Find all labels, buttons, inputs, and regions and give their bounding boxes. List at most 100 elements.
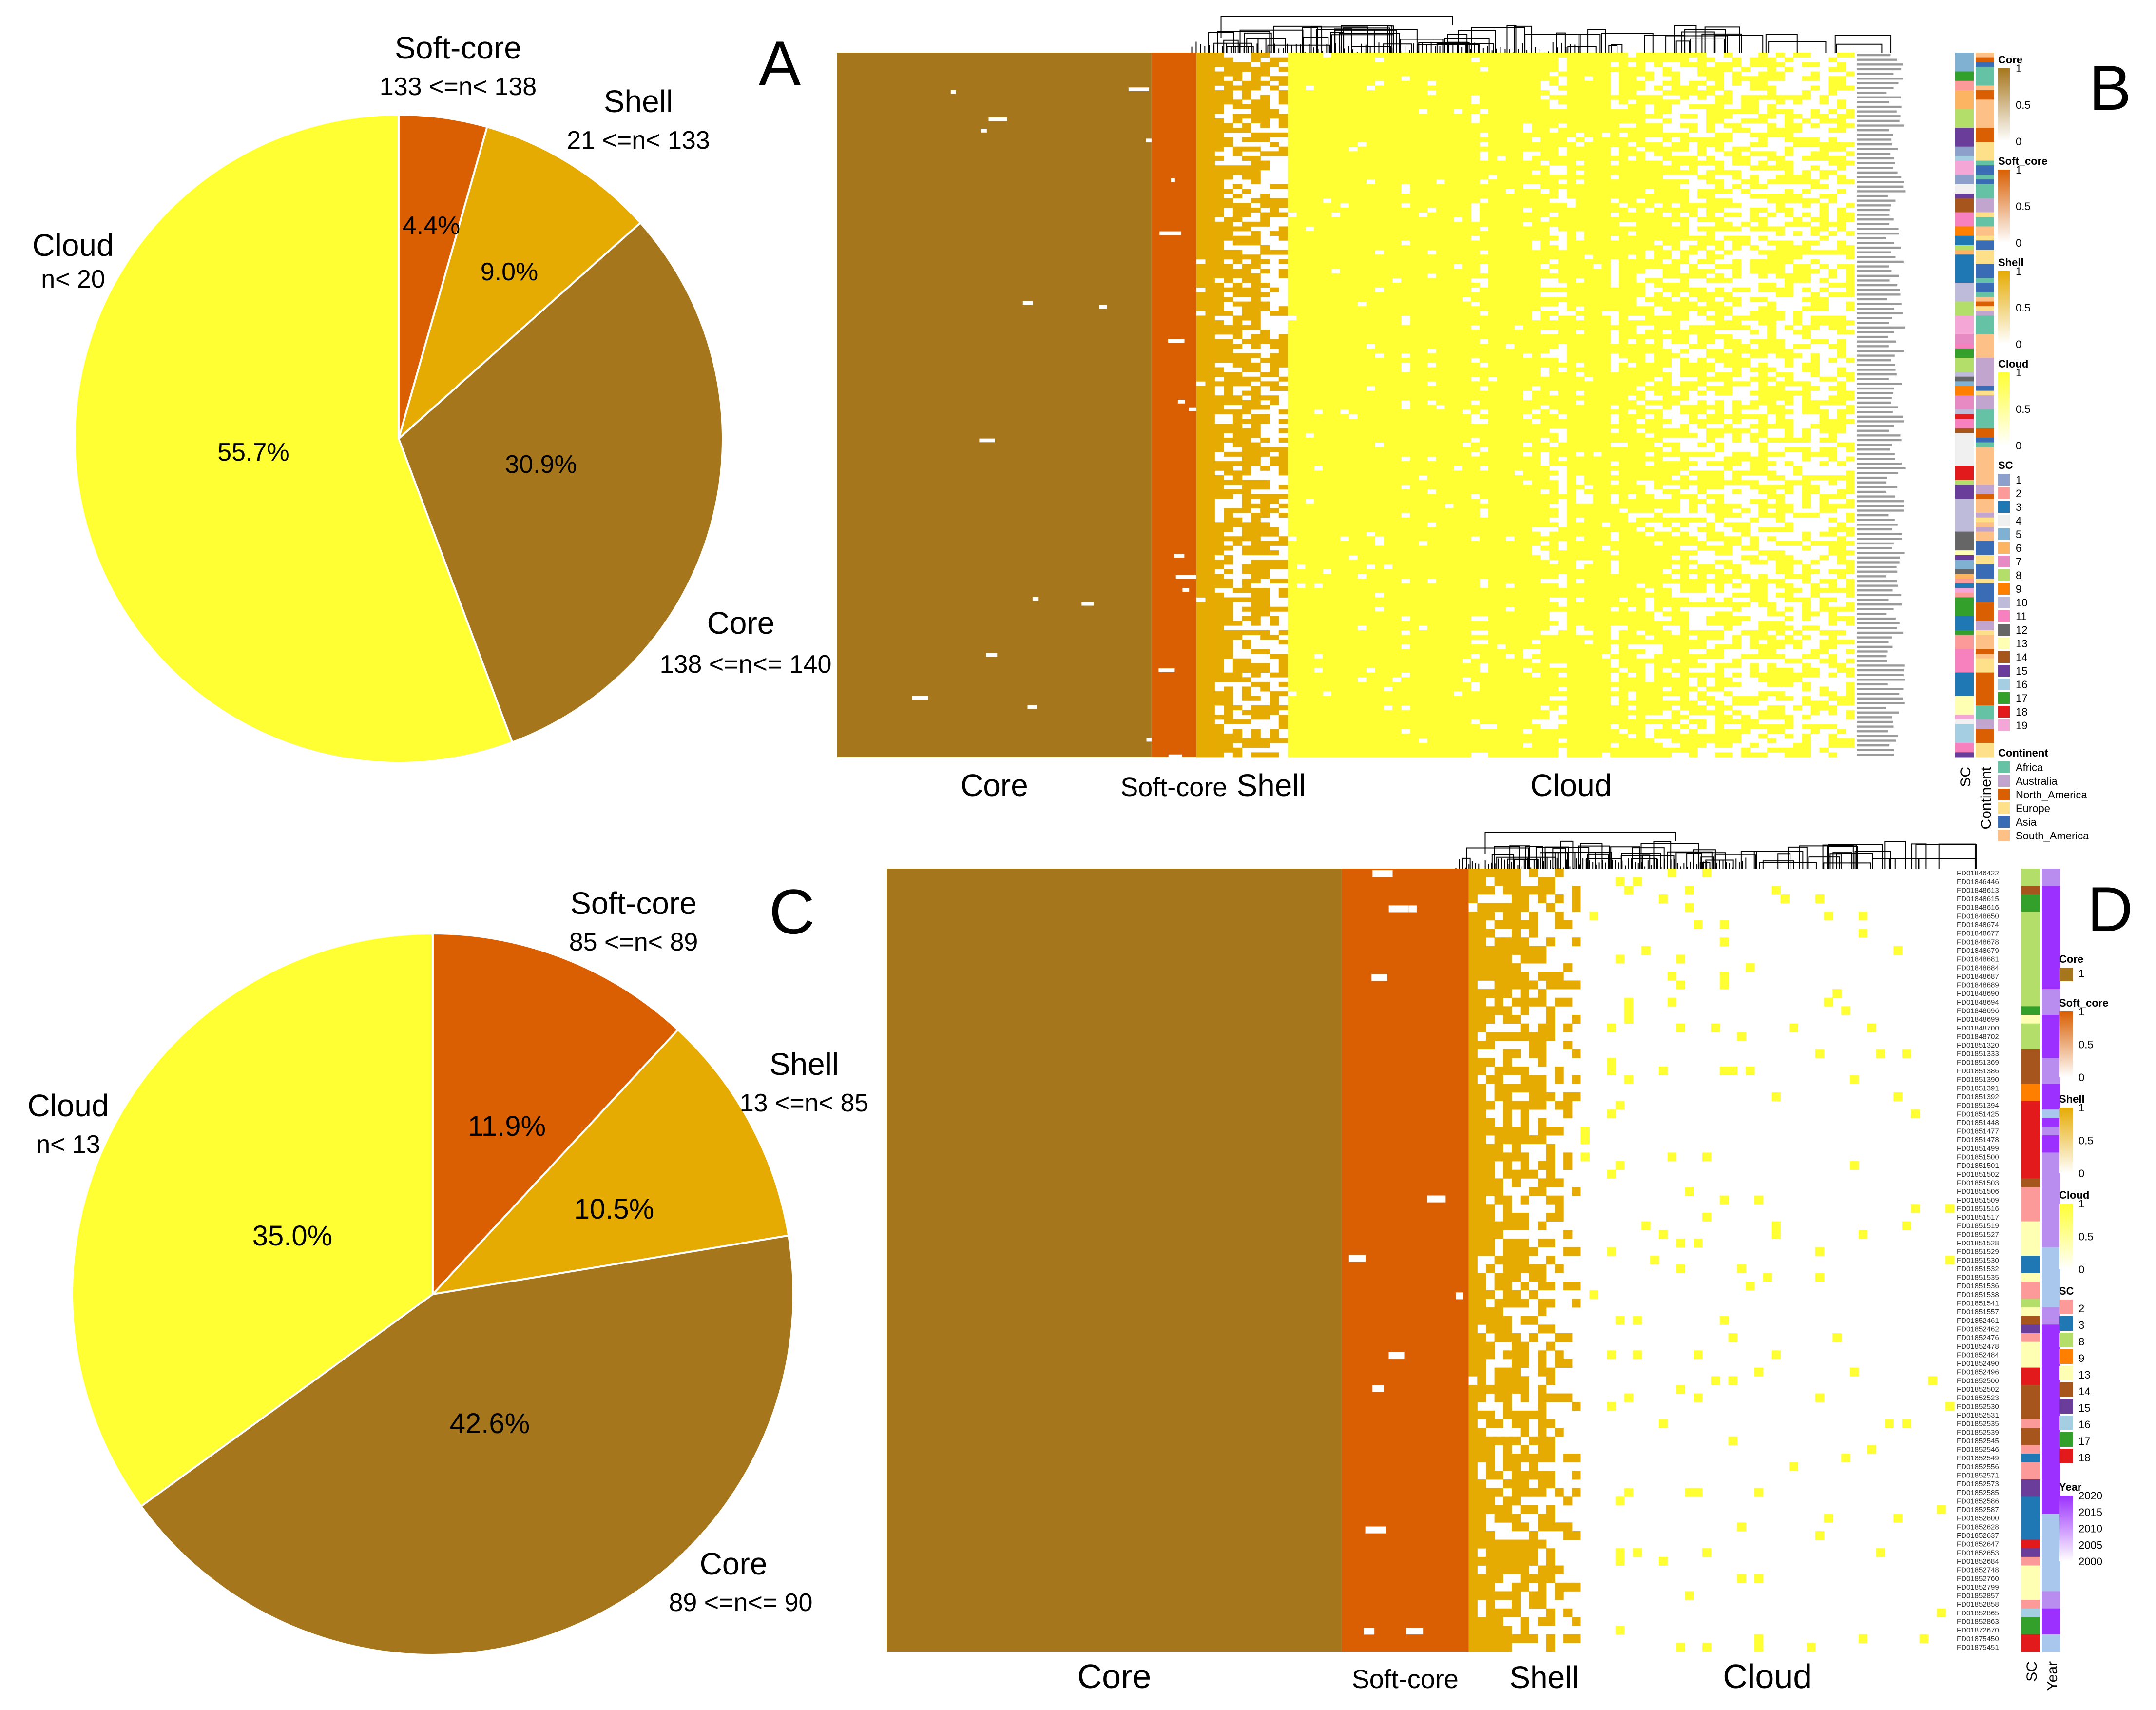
heatmap-b-cell-cloud [1662, 66, 1672, 77]
heatmap-b-cell-cloud [1750, 499, 1759, 504]
heatmap-d-cell-shell [1503, 903, 1512, 929]
heatmap-b-cell-cloud [1776, 372, 1785, 377]
heatmap-d-absent-cell [1372, 870, 1393, 877]
heatmap-b-cell-cloud [1427, 278, 1437, 349]
heatmap-b-cell-shell [1260, 292, 1270, 297]
heatmap-d-cell-shell [1546, 1548, 1556, 1583]
heatmap-b-cell-cloud [1776, 611, 1785, 617]
heatmap-b-cell-shell [1251, 480, 1261, 490]
heatmap-d-cell-cloud [1746, 1066, 1755, 1075]
heatmap-b-cell-cloud [1479, 470, 1489, 499]
heatmap-b-cell-cloud [1706, 545, 1715, 551]
heatmap-b-cell-cloud [1471, 691, 1480, 720]
heatmap-d-cell-shell [1563, 920, 1573, 929]
heatmap-b-cell-shell [1214, 118, 1224, 152]
heatmap-d-cell-shell [1520, 1195, 1529, 1205]
heatmap-b-cell-cloud [1846, 550, 1855, 556]
heatmap-b-cell-cloud [1384, 691, 1393, 706]
heatmap-b-cell-cloud [1776, 691, 1785, 701]
heatmap-b-cell-cloud [1819, 114, 1829, 123]
heatmap-b-cell-shell [1232, 353, 1243, 368]
heatmap-b-annotation-sc-cell [1955, 414, 1974, 419]
heatmap-b-cell-cloud [1706, 137, 1715, 147]
heatmap-b-row-label-mark [1857, 528, 1892, 531]
heatmap-b-cell-cloud [1654, 719, 1663, 724]
heatmap-b-cell-cloud [1340, 53, 1349, 203]
heatmap-d-annotation-sc-cell [2021, 1454, 2040, 1463]
heatmap-b-cell-shell [1260, 245, 1270, 255]
heatmap-b-cell-cloud [1662, 747, 1672, 758]
heatmap-b-cell-shell [1278, 513, 1289, 518]
heatmap-b-cell-cloud [1357, 146, 1367, 302]
heatmap-d-cell-cloud [1676, 1238, 1686, 1247]
heatmap-d-cell-shell [1572, 1531, 1581, 1540]
heatmap-b-row-label-mark [1857, 129, 1889, 132]
heatmap-d-row-label: FD01875451 [1957, 1643, 1999, 1652]
heatmap-d-row-label: FD01851535 [1957, 1274, 1999, 1282]
heatmap-b-cell-cloud [1680, 273, 1689, 292]
heatmap-d-cell-shell [1503, 1006, 1512, 1024]
heatmap-b-cell-cloud [1723, 574, 1733, 583]
heatmap-b-cell-cloud [1697, 269, 1707, 278]
heatmap-d-annotation-year-cell [2042, 1127, 2060, 1136]
heatmap-d-cell-cloud [1624, 1393, 1634, 1402]
heatmap-b-cell-cloud [1689, 362, 1698, 377]
heatmap-b-cell-cloud [1846, 578, 1855, 598]
heatmap-b-cell-cloud [1750, 400, 1759, 410]
heatmap-b-cell-cloud [1828, 155, 1837, 166]
heatmap-b-annotation-sc-cell [1955, 80, 1974, 91]
heatmap-b-cell-cloud [1837, 99, 1846, 109]
heatmap-b-cell-cloud [1584, 489, 1594, 494]
heatmap-d-row-label: FD01848613 [1957, 886, 1999, 894]
heatmap-b-cell-cloud [1401, 194, 1410, 203]
heatmap-b-cell-cloud [1697, 654, 1707, 659]
heatmap-b-cell-cloud [1750, 151, 1759, 156]
heatmap-b-legend-item-europe: Europe [2016, 802, 2050, 815]
heatmap-b-cell-cloud [1671, 700, 1680, 706]
heatmap-b-cell-cloud [1427, 405, 1437, 457]
heatmap-b-cell-cloud [1846, 616, 1855, 626]
heatmap-b-cell-cloud [1758, 574, 1768, 607]
heatmap-b-cell-cloud [1619, 53, 1628, 105]
heatmap-b-cell-cloud [1750, 555, 1759, 565]
heatmap-d-absent-cell [1427, 1195, 1446, 1203]
heatmap-b-cell-cloud [1619, 207, 1628, 222]
heatmap-d-cell-shell [1572, 1186, 1581, 1196]
pie-c-slice-core [139, 1234, 794, 1656]
heatmap-d-cell-cloud [1667, 997, 1677, 1007]
heatmap-d-cell-cloud [1589, 1290, 1598, 1299]
heatmap-b-cell-cloud [1767, 602, 1776, 617]
heatmap-b-cell-cloud [1479, 273, 1489, 278]
heatmap-b-cell-cloud [1549, 203, 1559, 213]
heatmap-b-cell-cloud [1723, 334, 1733, 349]
heatmap-b-cell-cloud [1758, 132, 1768, 147]
heatmap-b-cell-shell [1242, 104, 1252, 109]
heatmap-b-cell-cloud [1689, 264, 1698, 278]
heatmap-d-cell-shell [1538, 1539, 1547, 1549]
heatmap-b-cell-cloud [1680, 179, 1689, 185]
heatmap-b-cell-shell [1278, 198, 1289, 208]
pie-c-slices [71, 932, 794, 1656]
heatmap-b-cell-shell [1232, 344, 1243, 349]
heatmap-b-cell-cloud [1436, 53, 1445, 180]
heatmap-b-row-label-mark [1857, 486, 1898, 488]
heatmap-d-cell-shell [1572, 980, 1581, 990]
heatmap-d-row-label: FD01852647 [1957, 1540, 1999, 1549]
heatmap-b-row-label-mark [1857, 617, 1896, 620]
heatmap-b-cell-cloud [1401, 635, 1410, 645]
heatmap-b-cell-cloud [1837, 207, 1846, 232]
heatmap-d-cell-cloud [1606, 1109, 1616, 1119]
heatmap-b-cell-cloud [1846, 71, 1855, 77]
heatmap-b-cell-shell [1260, 663, 1270, 673]
heatmap-b-cell-cloud [1741, 414, 1750, 419]
heatmap-b-cell-shell [1214, 424, 1224, 452]
heatmap-b-cell-cloud [1846, 160, 1855, 166]
heatmap-b-cell-cloud [1767, 283, 1776, 292]
heatmap-d-cell-shell [1485, 1531, 1495, 1652]
heatmap-b-cell-cloud [1584, 80, 1594, 137]
heatmap-b-dendrogram-branch [1587, 29, 1606, 53]
heatmap-b-cell-cloud [1750, 630, 1759, 649]
heatmap-b-cell-cloud [1636, 390, 1646, 401]
heatmap-b-cell-cloud [1549, 95, 1559, 100]
heatmap-b-row-label-mark [1857, 214, 1890, 216]
